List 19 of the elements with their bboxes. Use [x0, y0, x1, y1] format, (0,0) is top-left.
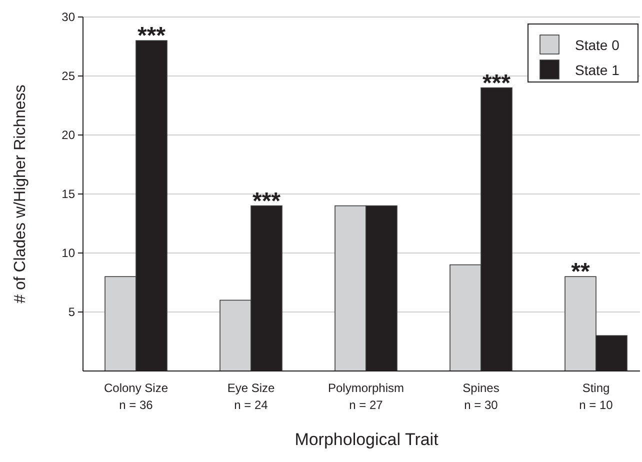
- x-tick-label: Spines n = 30: [462, 381, 500, 412]
- annotation: **: [571, 258, 590, 286]
- x-axis-title: Morphological Trait: [294, 430, 439, 449]
- x-tick-label: Eye Size n = 24: [227, 381, 275, 412]
- y-tick-label: 20: [62, 128, 76, 142]
- x-tick-label: Sting n = 10: [579, 381, 614, 412]
- legend-label: State 0: [575, 37, 620, 53]
- y-axis-title: # of Clades w/Higher Richness: [12, 84, 29, 304]
- y-tick-label: 25: [62, 69, 76, 84]
- annotation: ***: [482, 70, 512, 97]
- legend-label: State 1: [575, 62, 620, 78]
- y-tick-label: 5: [68, 305, 76, 320]
- y-tick-label: 10: [62, 246, 76, 260]
- y-tick-label: 30: [62, 10, 76, 24]
- x-tick-label: Polymorphism n = 27: [328, 381, 404, 412]
- annotation: ***: [252, 188, 282, 215]
- y-tick-label: 15: [62, 187, 76, 202]
- x-tick-label: Colony Size n = 36: [104, 381, 168, 412]
- annotation: ***: [137, 22, 166, 50]
